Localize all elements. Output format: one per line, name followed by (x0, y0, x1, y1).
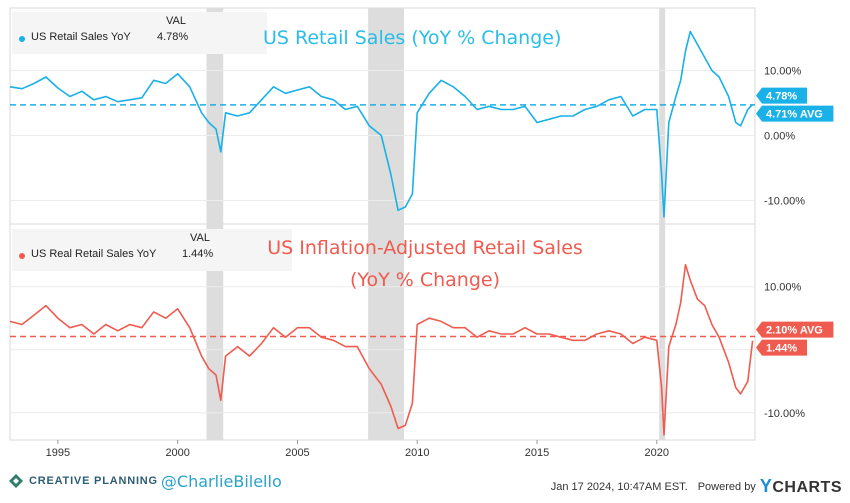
top-series-line (9, 30, 754, 218)
bottom-average-value-tag-label: 2.10% AVG (766, 325, 823, 337)
legend-bottom-dot (19, 253, 25, 259)
top-y-tick-label: 0.00% (764, 131, 795, 143)
x-tick-label: 2005 (285, 447, 309, 459)
legend-top-series-name: US Retail Sales YoY (31, 31, 131, 43)
legend-top-dot (19, 36, 25, 42)
bottom-y-tick-label: -10.00% (764, 408, 805, 420)
legend-bottom: VAL US Real Retail Sales YoY 1.44% (12, 229, 292, 271)
top-latest-value-tag: 4.78% (756, 87, 807, 104)
top-y-tick-label: -10.00% (764, 196, 805, 208)
creative-planning-logo-icon (9, 474, 23, 488)
bottom-series-line (9, 263, 754, 436)
bottom-average-value-tag: 2.10% AVG (756, 321, 834, 338)
x-tick-label: 1995 (46, 447, 70, 459)
footer-credit: Jan 17 2024, 10:47AM EST. Powered by YCH… (551, 476, 842, 497)
ycharts-logo-y: Y (759, 476, 773, 496)
legend-top-header: VAL (166, 15, 186, 27)
x-tick-label: 2010 (405, 447, 429, 459)
footer-branding: CREATIVE PLANNING @CharlieBilello (8, 470, 282, 492)
bottom-chart-title: US Inflation-Adjusted Retail Sales (YoY … (267, 237, 583, 291)
bottom-y-tick-label: 10.00% (764, 282, 802, 294)
ycharts-logo-text: CHARTS (772, 479, 842, 496)
footer-handle[interactable]: @CharlieBilello (160, 471, 282, 491)
footer-timestamp: Jan 17 2024, 10:47AM EST. (550, 480, 688, 493)
top-average-value-tag: 4.71% AVG (756, 105, 834, 122)
top-latest-value-tag-bg (756, 87, 807, 104)
x-tick-label: 2015 (525, 447, 549, 459)
x-tick-label: 2000 (165, 447, 189, 459)
recession-band-2 (659, 8, 666, 440)
recession-band-1 (368, 8, 405, 440)
x-tick-label: 2020 (645, 447, 669, 459)
bottom-latest-value-tag-label: 1.44% (766, 343, 797, 355)
bottom-latest-value-tag: 1.44% (756, 339, 807, 356)
footer-brand: CREATIVE PLANNING (29, 475, 158, 487)
top-average-value-tag-label: 4.71% AVG (766, 109, 823, 121)
footer-powered-by: Powered by (697, 480, 756, 493)
bottom-latest-value-tag-bg (756, 339, 807, 356)
legend-bottom-series-name: US Real Retail Sales YoY (31, 248, 157, 260)
legend-bottom-value: 1.44% (182, 248, 214, 260)
legend-bottom-header: VAL (190, 232, 210, 244)
legend-top: VAL US Retail Sales YoY 4.78% (12, 12, 267, 54)
top-average-value-tag-bg (756, 105, 834, 122)
top-y-tick-label: 10.00% (764, 66, 802, 78)
top-latest-value-tag-label: 4.78% (766, 91, 797, 103)
legend-top-value: 4.78% (157, 31, 189, 43)
recession-band-0 (206, 8, 224, 440)
top-chart-title: US Retail Sales (YoY % Change) (263, 27, 562, 49)
ycharts-logo[interactable]: YCHARTS (760, 476, 842, 497)
bottom-average-value-tag-bg (756, 321, 834, 338)
